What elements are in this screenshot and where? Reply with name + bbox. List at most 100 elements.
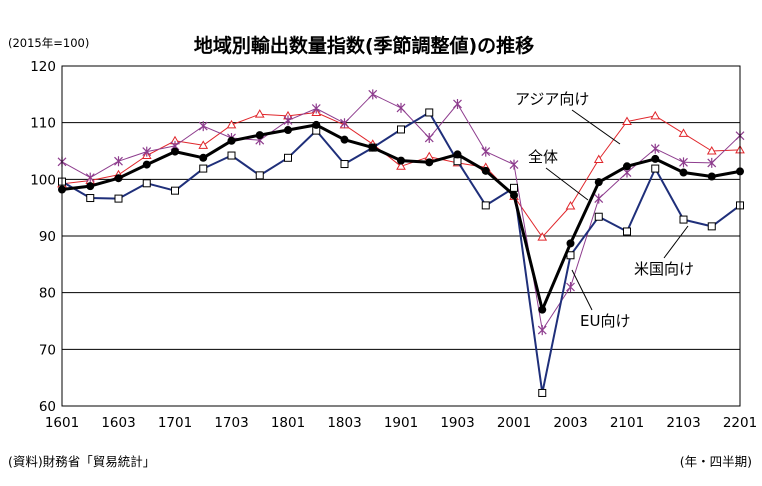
data-point	[510, 183, 518, 192]
data-point	[537, 325, 547, 336]
data-point	[199, 164, 208, 173]
data-point	[142, 160, 151, 169]
x-tick-label: 1801	[271, 415, 305, 431]
data-point	[707, 172, 716, 181]
y-tick-label: 90	[39, 229, 56, 245]
data-point	[707, 222, 716, 231]
data-point	[255, 131, 264, 140]
data-point	[425, 108, 434, 117]
data-point	[142, 146, 152, 157]
data-point	[283, 115, 293, 126]
data-point	[227, 136, 236, 145]
data-point	[340, 118, 349, 129]
data-point	[566, 239, 575, 248]
data-point	[594, 193, 604, 204]
data-point	[171, 186, 179, 195]
data-point	[651, 154, 660, 163]
x-tick-label: 1701	[158, 415, 192, 431]
data-point	[481, 166, 490, 175]
data-point	[114, 174, 123, 183]
data-point	[678, 128, 689, 137]
data-point	[396, 102, 406, 113]
series-square	[58, 108, 744, 397]
label-leader-line	[571, 109, 621, 145]
series-label: アジア向け	[515, 90, 589, 108]
unit-note: (2015年=100)	[8, 36, 89, 50]
y-tick-label: 70	[39, 342, 56, 358]
data-point	[284, 126, 292, 135]
x-tick-label: 1601	[45, 415, 79, 431]
data-point	[623, 162, 631, 171]
data-point	[538, 305, 547, 314]
label-leader-line	[545, 167, 589, 201]
data-point	[706, 145, 717, 155]
data-point	[679, 168, 688, 177]
data-point	[565, 200, 576, 210]
series-circle	[58, 120, 744, 314]
data-point	[171, 147, 179, 156]
data-point	[199, 153, 208, 162]
data-point	[85, 172, 95, 183]
data-point	[481, 201, 490, 210]
data-point	[340, 135, 349, 144]
data-point	[368, 89, 378, 100]
data-point	[453, 98, 462, 109]
x-tick-label: 2001	[497, 415, 531, 431]
data-point	[86, 194, 95, 203]
data-point	[537, 232, 548, 241]
data-point	[594, 178, 603, 187]
data-point	[254, 109, 265, 118]
data-point	[538, 388, 547, 397]
data-point	[396, 161, 406, 170]
y-tick-label: 100	[30, 172, 56, 188]
data-point	[312, 120, 321, 129]
data-point	[311, 103, 321, 114]
data-point	[481, 146, 491, 157]
x-tick-label: 2003	[553, 415, 587, 431]
y-axis-tick-labels: 60 70 80 90 100 110 120	[30, 59, 56, 415]
data-point	[707, 157, 717, 168]
data-point	[566, 282, 575, 292]
series-label: 全体	[528, 148, 558, 166]
data-point	[227, 151, 236, 160]
x-tick-label: 1903	[440, 415, 474, 431]
data-point	[284, 153, 292, 162]
x-tick-label: 2201	[723, 415, 757, 431]
source-note: (資料)財務省「貿易統計」	[8, 454, 155, 469]
data-point	[623, 227, 631, 236]
y-tick-label: 120	[30, 59, 56, 75]
chart-title: 地域別輸出数量指数(季節調整値)の推移	[194, 34, 534, 57]
data-point	[397, 156, 405, 165]
series-label: 米国向け	[634, 260, 694, 278]
data-point	[594, 212, 603, 221]
x-tick-label: 1603	[101, 415, 135, 431]
series-layer	[57, 89, 745, 397]
y-tick-label: 60	[39, 399, 56, 415]
data-point	[651, 164, 660, 173]
data-point	[255, 171, 264, 180]
x-tick-label: 1901	[384, 415, 418, 431]
data-point	[510, 191, 518, 200]
data-point	[114, 156, 123, 167]
data-point	[593, 154, 604, 163]
label-leader-line	[571, 269, 593, 311]
x-tick-label: 2101	[610, 415, 644, 431]
x-tick-label: 1703	[214, 415, 248, 431]
label-leader-line	[663, 225, 689, 259]
data-point	[114, 194, 123, 203]
x-axis-tick-labels: 1601 1603 1701 1703 1801 1803 1901 1903 2001 2003…	[45, 415, 757, 431]
data-point	[650, 143, 660, 154]
y-tick-label: 80	[39, 286, 56, 302]
data-point	[425, 158, 434, 167]
data-point	[340, 160, 349, 169]
x-tick-label: 1803	[327, 415, 361, 431]
data-point	[679, 215, 688, 224]
data-point	[142, 179, 151, 188]
x-tick-label: 2103	[666, 415, 700, 431]
series-label: EU向け	[580, 312, 630, 330]
grid-lines	[62, 122, 740, 350]
series-line	[61, 111, 741, 394]
data-point	[453, 150, 462, 159]
data-point	[509, 159, 519, 170]
